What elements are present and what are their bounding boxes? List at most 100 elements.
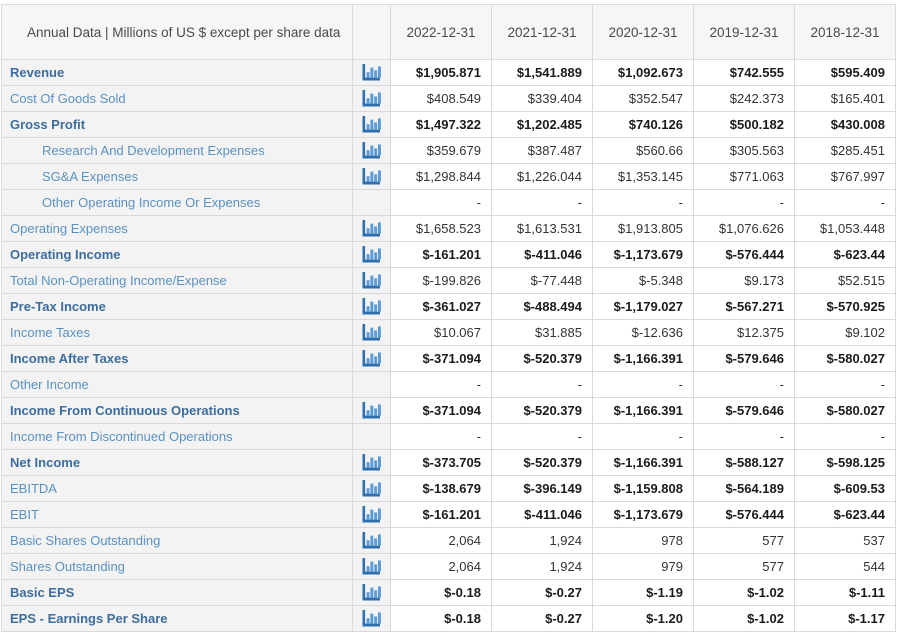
bar-chart-icon[interactable]: [362, 506, 382, 523]
row-label-other-income[interactable]: Other Income: [1, 371, 353, 398]
row-label-eps-earnings-per-share[interactable]: EPS - Earnings Per Share: [1, 605, 353, 632]
value-cell: $-411.046: [491, 241, 593, 268]
chart-icon-cell[interactable]: [352, 111, 391, 138]
row-label-net-income[interactable]: Net Income: [1, 449, 353, 476]
bar-chart-icon[interactable]: [362, 246, 382, 263]
bar-chart-icon[interactable]: [362, 610, 382, 627]
value-cell: $-564.189: [693, 475, 795, 502]
bar-chart-icon[interactable]: [362, 142, 382, 159]
bar-chart-icon[interactable]: [362, 168, 382, 185]
value-cell: $1,076.626: [693, 215, 795, 242]
column-header-date: 2018-12-31: [794, 4, 896, 60]
bar-chart-icon[interactable]: [362, 90, 382, 107]
bar-chart-icon[interactable]: [362, 116, 382, 133]
value-cell: 544: [794, 553, 896, 580]
bar-chart-icon[interactable]: [362, 298, 382, 315]
table-row-eps-earnings-per-share: EPS - Earnings Per Share $-0.18 $-0.27 $-1…: [1, 605, 896, 632]
chart-icon-cell[interactable]: [352, 215, 391, 242]
value-cell: $-520.379: [491, 397, 593, 424]
row-label-cost-of-goods-sold[interactable]: Cost Of Goods Sold: [1, 85, 353, 112]
chart-icon-cell[interactable]: [352, 449, 391, 476]
chart-icon-cell: [352, 189, 391, 216]
row-label-other-operating-income-or-expenses[interactable]: Other Operating Income Or Expenses: [1, 189, 353, 216]
value-cell: $-1.11: [794, 579, 896, 606]
row-label-research-and-development-expenses[interactable]: Research And Development Expenses: [1, 137, 353, 164]
chart-icon-cell[interactable]: [352, 475, 391, 502]
value-cell: $-1,159.808: [592, 475, 694, 502]
value-cell: $-580.027: [794, 345, 896, 372]
bar-chart-icon[interactable]: [362, 350, 382, 367]
value-cell: $339.404: [491, 85, 593, 112]
bar-chart-icon[interactable]: [362, 480, 382, 497]
chart-icon-cell[interactable]: [352, 397, 391, 424]
bar-chart-icon[interactable]: [362, 532, 382, 549]
table-row-shares-outstanding: Shares Outstanding 2,064 1,924 979 577 544: [1, 553, 896, 580]
table-row-research-and-development-expenses: Research And Development Expenses $359.6…: [1, 137, 896, 164]
value-cell: $-1.02: [693, 605, 795, 632]
chart-icon-cell[interactable]: [352, 345, 391, 372]
row-label-operating-expenses[interactable]: Operating Expenses: [1, 215, 353, 242]
bar-chart-icon[interactable]: [362, 558, 382, 575]
row-label-ebit[interactable]: EBIT: [1, 501, 353, 528]
chart-icon-cell[interactable]: [352, 59, 391, 86]
chart-icon-cell[interactable]: [352, 293, 391, 320]
value-cell: -: [592, 371, 694, 398]
value-cell: $9.173: [693, 267, 795, 294]
chart-icon-cell[interactable]: [352, 241, 391, 268]
value-cell: $-0.27: [491, 605, 593, 632]
value-cell: $-576.444: [693, 501, 795, 528]
chart-icon-cell[interactable]: [352, 85, 391, 112]
row-label-total-non-operating-income-expense[interactable]: Total Non-Operating Income/Expense: [1, 267, 353, 294]
value-cell: 577: [693, 553, 795, 580]
bar-chart-icon[interactable]: [362, 272, 382, 289]
value-cell: $-199.826: [390, 267, 492, 294]
value-cell: $285.451: [794, 137, 896, 164]
row-label-income-from-continuous-operations[interactable]: Income From Continuous Operations: [1, 397, 353, 424]
row-label-sg-a-expenses[interactable]: SG&A Expenses: [1, 163, 353, 190]
chart-icon-cell[interactable]: [352, 553, 391, 580]
row-label-income-from-discontinued-operations[interactable]: Income From Discontinued Operations: [1, 423, 353, 450]
row-label-income-after-taxes[interactable]: Income After Taxes: [1, 345, 353, 372]
chart-icon-cell[interactable]: [352, 163, 391, 190]
bar-chart-icon[interactable]: [362, 220, 382, 237]
chart-icon-cell[interactable]: [352, 267, 391, 294]
row-label-ebitda[interactable]: EBITDA: [1, 475, 353, 502]
table-row-ebitda: EBITDA $-138.679 $-396.149 $-1,159.808 $-56…: [1, 475, 896, 502]
value-cell: $305.563: [693, 137, 795, 164]
value-cell: $1,497.322: [390, 111, 492, 138]
value-cell: $-5.348: [592, 267, 694, 294]
row-label-income-taxes[interactable]: Income Taxes: [1, 319, 353, 346]
chart-icon-cell[interactable]: [352, 579, 391, 606]
chart-icon-cell[interactable]: [352, 319, 391, 346]
row-label-revenue[interactable]: Revenue: [1, 59, 353, 86]
table-row-cost-of-goods-sold: Cost Of Goods Sold $408.549 $339.404 $352.…: [1, 85, 896, 112]
bar-chart-icon[interactable]: [362, 324, 382, 341]
row-label-basic-shares-outstanding[interactable]: Basic Shares Outstanding: [1, 527, 353, 554]
column-header-date: 2019-12-31: [693, 4, 795, 60]
row-label-shares-outstanding[interactable]: Shares Outstanding: [1, 553, 353, 580]
bar-chart-icon[interactable]: [362, 454, 382, 471]
value-cell: $-12.636: [592, 319, 694, 346]
value-cell: $560.66: [592, 137, 694, 164]
row-label-operating-income[interactable]: Operating Income: [1, 241, 353, 268]
table-row-sg-a-expenses: SG&A Expenses $1,298.844 $1,226.044 $1,353…: [1, 163, 896, 190]
value-cell: $595.409: [794, 59, 896, 86]
chart-icon-cell[interactable]: [352, 605, 391, 632]
value-cell: $-373.705: [390, 449, 492, 476]
row-label-basic-eps[interactable]: Basic EPS: [1, 579, 353, 606]
value-cell: $-371.094: [390, 345, 492, 372]
row-label-pre-tax-income[interactable]: Pre-Tax Income: [1, 293, 353, 320]
table-row-operating-expenses: Operating Expenses $1,658.523 $1,613.531 $…: [1, 215, 896, 242]
chart-icon-cell[interactable]: [352, 137, 391, 164]
chart-icon-cell[interactable]: [352, 527, 391, 554]
table-row-total-non-operating-income-expense: Total Non-Operating Income/Expense $-199…: [1, 267, 896, 294]
bar-chart-icon[interactable]: [362, 64, 382, 81]
value-cell: $-520.379: [491, 345, 593, 372]
value-cell: $-588.127: [693, 449, 795, 476]
value-cell: $52.515: [794, 267, 896, 294]
row-label-gross-profit[interactable]: Gross Profit: [1, 111, 353, 138]
chart-icon-cell[interactable]: [352, 501, 391, 528]
bar-chart-icon[interactable]: [362, 402, 382, 419]
value-cell: $-1.17: [794, 605, 896, 632]
